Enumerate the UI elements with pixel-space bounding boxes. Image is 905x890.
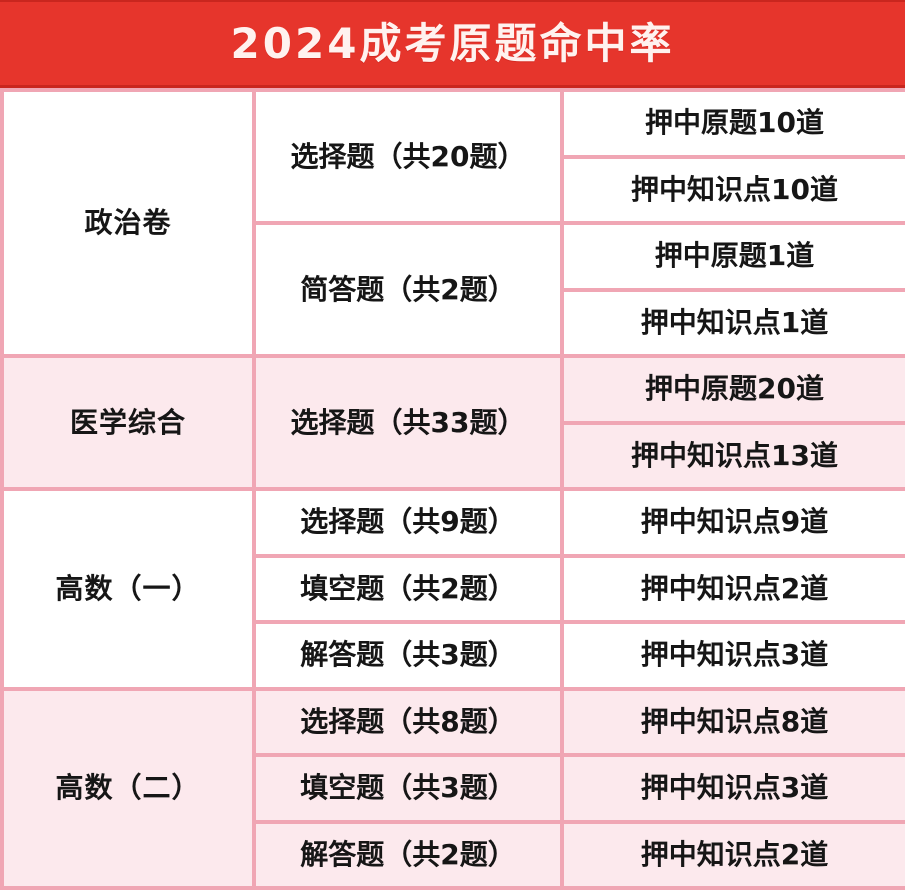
result-cell: 押中知识点8道 <box>560 686 905 757</box>
result-cell: 押中知识点2道 <box>560 553 905 624</box>
table-row: 填空题（共3题） 押中知识点3道 <box>2 753 905 824</box>
result-cell: 押中原题20道 <box>560 354 905 425</box>
result-cell: 押中知识点1道 <box>560 287 905 358</box>
result-cell: 押中知识点10道 <box>560 154 905 225</box>
page-title: 2024成考原题命中率 <box>230 18 675 68</box>
result-cell: 押中知识点3道 <box>560 753 905 824</box>
question-type-cell: 选择题（共20题） <box>252 88 564 225</box>
table-row: 医学综合 选择题（共33题） 押中原题20道 <box>0 354 905 491</box>
result-cell: 押中知识点9道 <box>560 487 905 558</box>
question-type-cell: 简答题（共2题） <box>252 221 564 358</box>
table-row: 解答题（共2题） 押中知识点2道 <box>2 819 905 890</box>
question-type-cell: 解答题（共3题） <box>252 620 564 691</box>
question-type-cell: 填空题（共3题） <box>252 753 564 824</box>
table-row: 押中知识点1道 <box>2 287 905 358</box>
question-type-cell: 选择题（共33题） <box>252 354 564 491</box>
table-row: 押中知识点13道 <box>2 420 905 491</box>
table-row: 简答题（共2题） 押中原题1道 <box>2 221 905 358</box>
result-cell: 押中知识点13道 <box>560 420 905 491</box>
subject-cell: 高数（一） <box>0 487 256 691</box>
table-row: 填空题（共2题） 押中知识点2道 <box>2 553 905 624</box>
question-type-cell: 填空题（共2题） <box>252 553 564 624</box>
table-row: 高数（二） 选择题（共8题） 押中知识点8道 <box>0 686 905 890</box>
table-row: 解答题（共3题） 押中知识点3道 <box>2 620 905 691</box>
question-type-cell: 选择题（共9题） <box>252 487 564 558</box>
hit-rate-table-body: 政治卷 选择题（共20题） 押中原题10道 押中知识点10道 简答题（共2题） 押中原题1… <box>0 88 905 890</box>
subject-cell: 高数（二） <box>0 686 256 890</box>
question-type-cell: 解答题（共2题） <box>252 819 564 890</box>
subject-cell: 政治卷 <box>0 88 256 358</box>
title-bar: 2024成考原题命中率 <box>0 0 905 88</box>
subject-cell: 医学综合 <box>0 354 256 491</box>
table-row: 高数（一） 选择题（共9题） 押中知识点9道 <box>0 487 905 691</box>
result-cell: 押中原题1道 <box>560 221 905 292</box>
table-row: 政治卷 选择题（共20题） 押中原题10道 <box>0 88 905 358</box>
question-type-cell: 选择题（共8题） <box>252 686 564 757</box>
result-cell: 押中知识点3道 <box>560 620 905 691</box>
table-row: 押中知识点10道 <box>2 154 905 225</box>
result-cell: 押中原题10道 <box>560 88 905 159</box>
result-cell: 押中知识点2道 <box>560 819 905 890</box>
hit-rate-table: 政治卷 选择题（共20题） 押中原题10道 押中知识点10道 简答题（共2题） 押中原题1… <box>0 88 905 890</box>
